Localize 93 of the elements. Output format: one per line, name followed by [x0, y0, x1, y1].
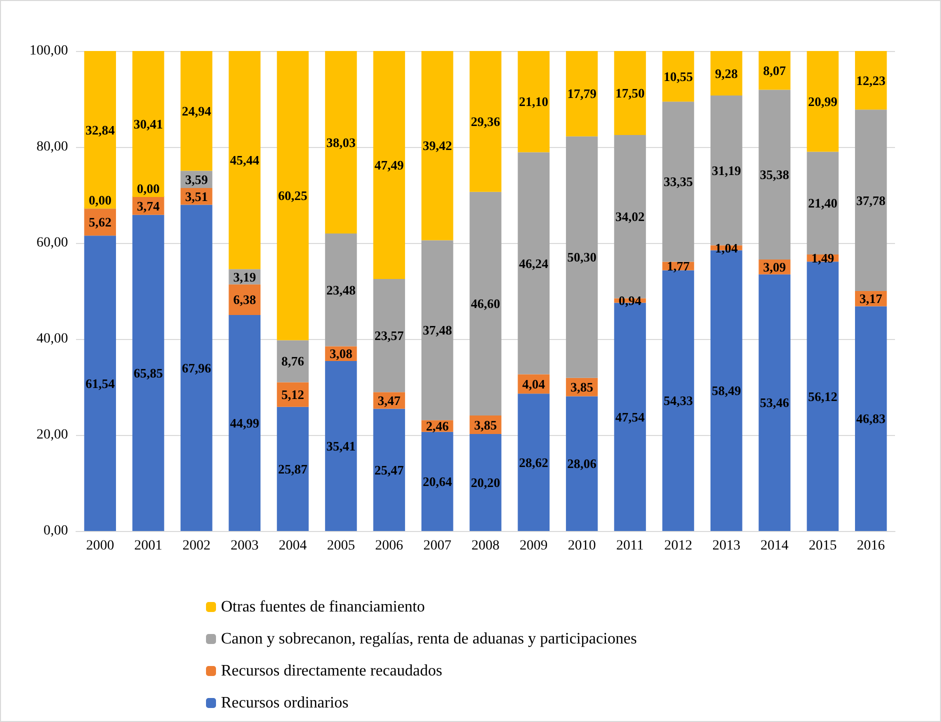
data-label: 1,77 [666, 258, 690, 274]
data-label: 8,07 [763, 62, 786, 78]
data-label: 54,33 [664, 393, 694, 408]
data-label: 23,48 [326, 282, 356, 298]
data-label: 47,49 [374, 157, 404, 172]
x-tick-label: 2008 [472, 538, 500, 554]
x-tick-label: 2014 [760, 538, 789, 554]
data-label: 17,79 [567, 86, 597, 102]
data-label: 56,12 [808, 388, 838, 404]
data-label: 47,54 [615, 409, 646, 424]
x-tick-label: 2011 [616, 538, 644, 554]
x-tick-label: 2002 [182, 538, 210, 554]
data-label: 38,03 [326, 134, 356, 150]
y-tick-label: 0,00 [44, 524, 68, 538]
x-tick-label: 2006 [375, 538, 404, 554]
data-label: 5,12 [281, 387, 304, 402]
data-label: 34,02 [615, 209, 645, 224]
x-tick-label: 2003 [230, 538, 259, 554]
data-label: 46,24 [519, 256, 549, 271]
data-label: 28,06 [567, 456, 597, 472]
data-label: 8,76 [281, 354, 305, 369]
y-tick-label: 100,00 [30, 44, 68, 58]
data-label: 21,40 [808, 196, 838, 211]
y-tick-label: 40,00 [36, 332, 68, 346]
data-label: 3,08 [330, 346, 353, 362]
data-label: 3,74 [136, 198, 160, 214]
data-label: 29,36 [470, 114, 501, 129]
data-label: 45,44 [230, 152, 260, 168]
x-tick-label: 2009 [520, 538, 548, 554]
data-label: 12,23 [856, 72, 886, 88]
data-label: 3,47 [378, 392, 402, 408]
data-label: 39,42 [422, 138, 452, 154]
data-label: 20,20 [470, 475, 500, 490]
x-tick-label: 2004 [278, 538, 307, 554]
data-label: 35,41 [326, 438, 356, 454]
data-label: 61,54 [85, 376, 116, 391]
data-label: 37,78 [856, 192, 886, 208]
data-label: 28,62 [519, 454, 548, 470]
data-label: 25,47 [374, 462, 404, 478]
data-label: 2,46 [426, 418, 450, 434]
x-tick-label: 2016 [856, 538, 885, 554]
data-label: 31,19 [712, 162, 742, 178]
data-label: 9,28 [715, 66, 738, 81]
y-tick-label: 80,00 [36, 140, 68, 154]
legend-label: Recursos directamente recaudados [221, 662, 442, 680]
data-label: 20,99 [808, 94, 838, 109]
x-tick-label: 2015 [808, 538, 837, 554]
x-tick-label: 2001 [134, 538, 162, 554]
data-label: 3,85 [474, 417, 498, 432]
data-label: 46,60 [470, 296, 500, 312]
data-label: 10,55 [664, 68, 694, 84]
data-label: 65,85 [134, 365, 164, 380]
data-label: 17,50 [615, 86, 645, 100]
data-label: 67,96 [182, 360, 212, 376]
data-label: 3,17 [860, 291, 883, 306]
data-label: 20,64 [422, 474, 452, 489]
data-label: 53,46 [760, 395, 790, 410]
x-tick-label: 2013 [712, 538, 740, 554]
data-label: 6,38 [233, 292, 256, 308]
data-label: 0,00 [88, 192, 112, 208]
data-label: 3,09 [763, 259, 786, 274]
data-label: 30,41 [134, 116, 163, 132]
x-tick-label: 2010 [568, 538, 596, 554]
y-tick-label: 60,00 [36, 236, 68, 250]
data-label: 60,25 [278, 188, 308, 204]
data-label: 32,84 [85, 122, 116, 138]
x-tick-label: 2000 [86, 538, 114, 554]
data-label: 50,30 [567, 250, 596, 265]
data-label: 24,94 [182, 103, 212, 118]
data-label: 21,10 [519, 94, 548, 110]
data-label: 35,38 [760, 167, 790, 182]
data-label: 46,83 [856, 411, 886, 426]
x-tick-label: 2012 [664, 538, 692, 554]
data-label: 25,87 [278, 461, 308, 476]
data-label: 5,62 [88, 214, 112, 230]
data-label: 3,59 [185, 172, 208, 187]
data-label: 58,49 [712, 383, 742, 398]
data-label: 3,51 [185, 188, 208, 204]
legend-label: Recursos ordinarios [221, 694, 349, 712]
legend-label: Otras fuentes de financiamiento [221, 598, 425, 616]
legend-label: Canon y sobrecanon, regalías, renta de aduanas y participaciones [221, 630, 637, 648]
data-label: 23,57 [374, 328, 404, 344]
data-label: 33,35 [664, 174, 694, 190]
data-label: 37,48 [422, 322, 452, 338]
y-tick-label: 20,00 [36, 428, 68, 442]
x-tick-label: 2007 [423, 538, 452, 554]
data-label: 3,19 [233, 269, 256, 284]
x-tick-label: 2005 [326, 538, 355, 554]
data-label: 44,99 [230, 416, 260, 431]
data-label: 1,49 [811, 250, 835, 266]
data-label: 3,85 [570, 380, 594, 395]
data-label: 4,04 [522, 376, 546, 392]
data-label: 0,00 [136, 180, 160, 196]
